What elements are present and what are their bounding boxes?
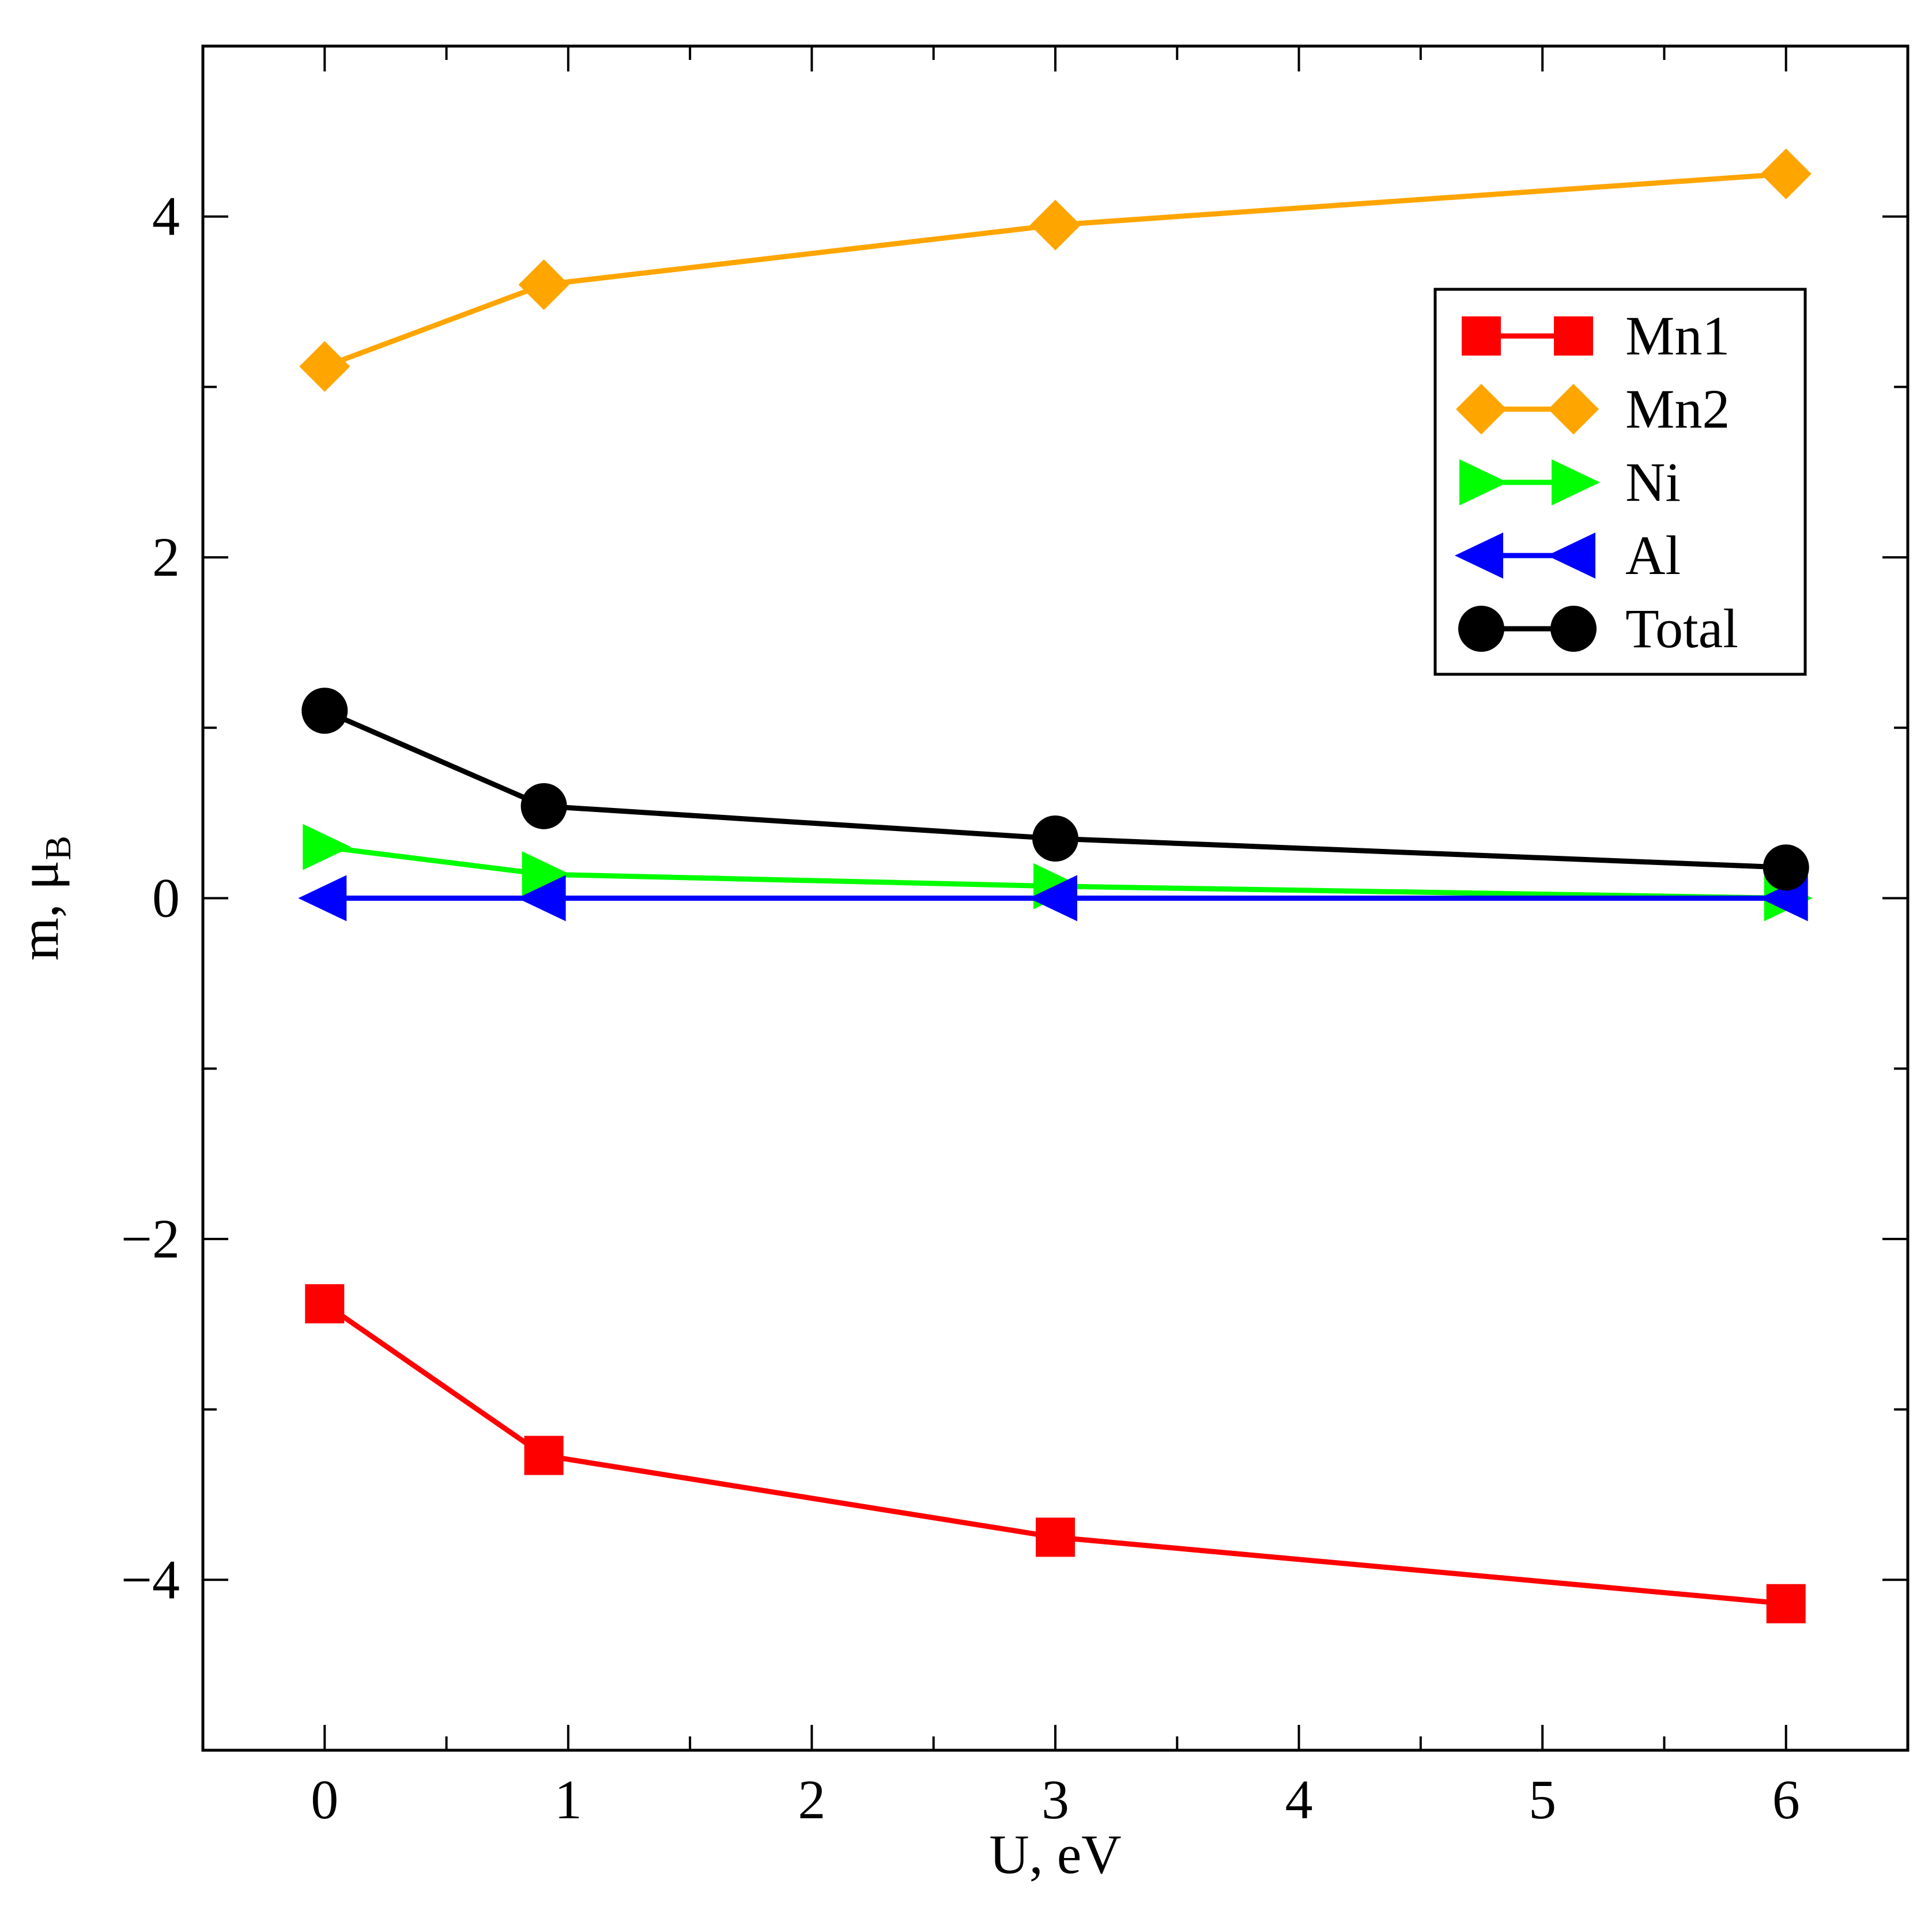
- legend-marker-mn1: [1554, 316, 1593, 356]
- legend: Mn1 Mn2 Ni Al Total: [1433, 288, 1807, 676]
- y-axis-title-subscript: B: [37, 836, 78, 860]
- x-tick-label: 3: [1042, 1769, 1069, 1830]
- data-point-mn1: [305, 1284, 345, 1324]
- legend-marker-ni: [1459, 459, 1508, 505]
- legend-marker-total: [1458, 606, 1504, 652]
- x-tick-label: 5: [1529, 1769, 1556, 1830]
- data-point-total: [301, 688, 348, 734]
- x-tick-label: 1: [554, 1769, 582, 1830]
- y-tick-label: −2: [121, 1208, 180, 1270]
- data-point-al: [298, 875, 347, 922]
- data-point-total: [1032, 815, 1078, 862]
- series-line-ni: [324, 844, 1786, 901]
- y-tick-label: 2: [152, 526, 180, 588]
- data-point-mn1: [524, 1436, 564, 1475]
- series-line-mn1: [323, 1301, 1787, 1607]
- legend-marker-ni: [1552, 459, 1600, 505]
- series-group: [298, 148, 1813, 1623]
- data-point-al: [1029, 875, 1077, 922]
- data-point-mn2: [1760, 148, 1812, 199]
- x-tick-label: 0: [311, 1769, 338, 1830]
- legend-marker-mn2: [1456, 384, 1507, 435]
- legend-marker-al: [1547, 533, 1595, 579]
- data-point-mn2: [1030, 199, 1081, 251]
- data-point-mn1: [1766, 1584, 1806, 1623]
- legend-marker-total: [1550, 606, 1597, 652]
- series-line-mn2: [323, 171, 1787, 369]
- axis-ticks: [203, 45, 1908, 1751]
- x-tick-label: 4: [1285, 1769, 1313, 1830]
- data-point-ni: [303, 824, 352, 870]
- legend-marker-mn2: [1548, 384, 1599, 435]
- y-tick-label: 0: [152, 867, 180, 929]
- axis-tick-labels: 0 1 2 3 4 5 6 −4 −2 0 2 4: [121, 186, 1800, 1830]
- legend-label-al: Al: [1625, 524, 1681, 586]
- y-axis-title-main: m, μ: [8, 860, 70, 961]
- data-point-mn1: [1036, 1517, 1075, 1557]
- data-point-ni: [522, 851, 571, 898]
- y-axis-title: m, μB: [8, 836, 78, 961]
- x-axis-title: U, eV: [989, 1823, 1121, 1885]
- y-tick-label: −4: [121, 1549, 180, 1610]
- series-line-total: [323, 708, 1786, 870]
- x-tick-label: 6: [1772, 1769, 1800, 1830]
- x-tick-label: 2: [798, 1769, 825, 1830]
- legend-label-total: Total: [1625, 598, 1738, 659]
- legend-marker-mn1: [1462, 316, 1501, 356]
- data-point-total: [520, 783, 567, 829]
- legend-label-ni: Ni: [1625, 451, 1681, 513]
- legend-label-mn1: Mn1: [1625, 305, 1730, 367]
- data-point-mn2: [518, 259, 569, 310]
- legend-marker-al: [1455, 533, 1503, 579]
- data-point-al: [517, 875, 566, 922]
- legend-label-mn2: Mn2: [1625, 378, 1730, 440]
- y-tick-label: 4: [152, 186, 180, 247]
- data-point-total: [1763, 844, 1809, 891]
- data-point-mn2: [299, 341, 350, 392]
